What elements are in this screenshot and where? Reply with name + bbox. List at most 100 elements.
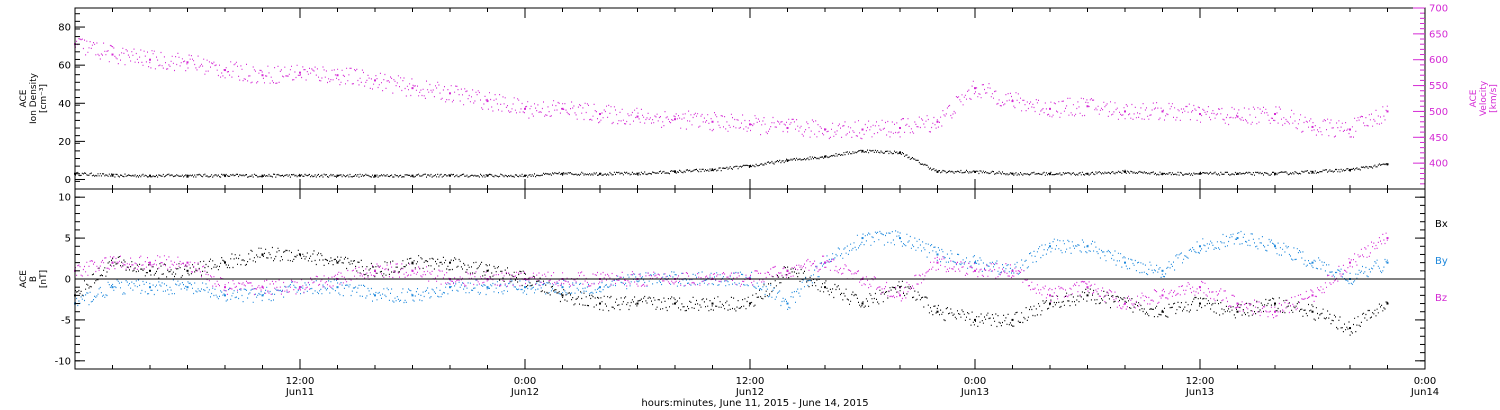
data-point-Bx <box>1386 302 1389 305</box>
x-tick-label-date: Jun14 <box>1410 387 1439 398</box>
data-point-Bx <box>186 269 189 272</box>
data-point-By <box>149 286 151 289</box>
data-point-Bx <box>336 261 339 264</box>
data-point-velocity <box>111 53 114 56</box>
data-point-density <box>1199 172 1201 175</box>
data-point-density <box>711 168 714 171</box>
trace-Bx <box>75 246 1388 336</box>
data-point-By <box>786 302 789 305</box>
trace-density <box>75 149 1388 178</box>
data-point-Bx <box>449 261 451 264</box>
legend-item-Bx: Bx <box>1435 219 1448 230</box>
data-point-Bx <box>711 302 714 305</box>
right-tick-label: 700 <box>1429 4 1448 15</box>
data-point-Bz <box>1349 261 1351 264</box>
data-point-velocity <box>1386 110 1389 113</box>
left-tick-label: -10 <box>55 356 71 367</box>
data-point-density <box>1311 170 1314 173</box>
x-tick-label-time: 0:00 <box>1414 376 1436 387</box>
data-point-By <box>1274 245 1276 248</box>
right-tick-label: 550 <box>1429 81 1448 92</box>
x-tick-label-time: 12:00 <box>736 376 765 387</box>
right-tick-label: 500 <box>1429 107 1448 118</box>
data-point-velocity <box>1274 113 1276 116</box>
right-tick-label: 600 <box>1429 55 1448 66</box>
trace-Bz <box>75 232 1388 319</box>
data-point-velocity <box>486 100 489 103</box>
data-point-By <box>861 237 864 240</box>
left-tick-label: 0 <box>65 275 71 286</box>
data-point-density <box>224 174 226 177</box>
data-point-By <box>899 237 901 240</box>
left-tick-label: 80 <box>58 23 71 34</box>
data-point-Bz <box>1274 310 1276 313</box>
data-point-density <box>374 174 376 177</box>
data-point-velocity <box>824 128 826 131</box>
data-point-Bx <box>1274 302 1276 305</box>
left-axis-title: ACEB[nT] <box>19 270 49 288</box>
data-point-density <box>1386 163 1389 166</box>
data-point-Bz <box>224 286 226 289</box>
data-point-By <box>411 294 414 297</box>
data-point-Bx <box>1161 310 1164 313</box>
data-point-velocity <box>674 118 676 121</box>
data-point-Bx <box>1311 310 1314 313</box>
data-point-By <box>1086 245 1089 248</box>
data-point-velocity <box>1049 107 1051 110</box>
left-axis-title-line: ACE <box>19 89 29 107</box>
data-point-Bz <box>1161 294 1164 297</box>
left-tick-label: 5 <box>65 234 71 245</box>
left-tick-label: 20 <box>58 137 71 148</box>
data-point-Bx <box>1236 310 1239 313</box>
data-point-By <box>224 294 226 297</box>
left-tick-label: 0 <box>65 175 71 186</box>
data-point-velocity <box>786 126 789 129</box>
data-point-velocity <box>636 115 639 118</box>
right-axis-title-line: [km/s] <box>1489 84 1499 113</box>
data-point-velocity <box>336 74 339 77</box>
data-point-velocity <box>261 74 264 77</box>
trace-velocity <box>75 38 1388 140</box>
data-point-Bz <box>111 261 114 264</box>
data-point-Bx <box>636 302 639 305</box>
data-point-velocity <box>411 87 414 90</box>
data-point-By <box>974 261 976 264</box>
data-point-density <box>111 174 114 177</box>
left-axis-title-line: B <box>29 276 39 282</box>
data-point-Bx <box>1011 318 1014 321</box>
data-point-density <box>1349 168 1351 171</box>
x-axis-label: hours:minutes, June 11, 2015 - June 14, … <box>641 398 868 409</box>
data-point-Bx <box>486 269 489 272</box>
data-point-Bz <box>1086 286 1089 289</box>
left-tick-label: -5 <box>61 315 71 326</box>
left-axis-field: -10 -5 0 5 10 ACEB[nT] <box>19 188 1425 370</box>
data-point-Bx <box>674 302 676 305</box>
left-tick-label: 40 <box>58 99 71 110</box>
data-point-density <box>1274 172 1276 175</box>
data-point-velocity <box>1124 110 1126 113</box>
x-axis-ticks: 12:00Jun110:00Jun1212:00Jun120:00Jun1312… <box>74 8 1439 398</box>
left-tick-label: 10 <box>58 193 71 204</box>
plot-area <box>74 38 1389 336</box>
x-tick-label-date: Jun13 <box>1185 387 1214 398</box>
data-point-By <box>936 253 939 256</box>
data-point-velocity <box>711 120 714 123</box>
legend-item-Bz: Bz <box>1435 293 1447 304</box>
data-point-velocity <box>224 69 226 72</box>
data-point-Bz <box>824 261 826 264</box>
data-point-Bz <box>1199 286 1201 289</box>
right-tick-label: 650 <box>1429 29 1448 40</box>
data-point-By <box>111 286 114 289</box>
x-tick-label-date: Jun11 <box>285 387 314 398</box>
left-axis-title: ACEIon Density[cm⁻³] <box>19 72 49 124</box>
left-axis-title-line: Ion Density <box>29 72 39 124</box>
data-point-By <box>524 286 526 289</box>
legend-item-By: By <box>1435 256 1448 267</box>
data-point-density <box>636 172 639 175</box>
x-tick-label-date: Jun13 <box>960 387 989 398</box>
data-point-velocity <box>1086 105 1089 108</box>
right-axis-title: ACEVelocity[km/s] <box>1469 80 1499 116</box>
data-point-By <box>599 286 601 289</box>
data-point-density <box>786 159 789 162</box>
